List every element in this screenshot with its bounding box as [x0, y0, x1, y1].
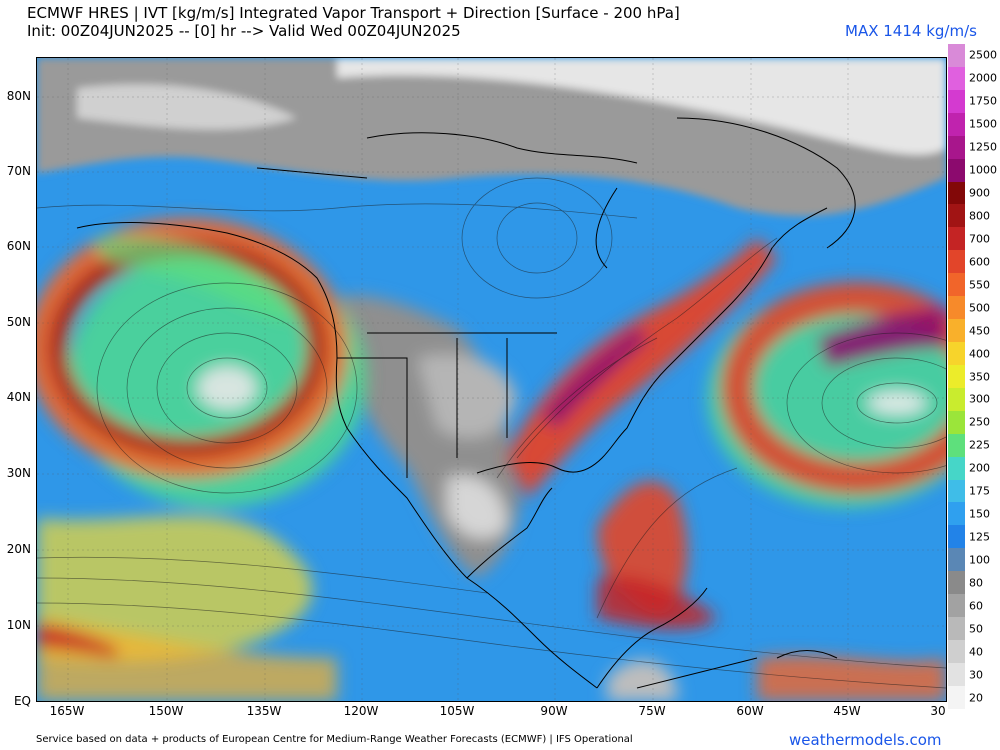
colorbar-label: 125 — [969, 530, 990, 544]
colorbar-segment — [948, 89, 965, 113]
lat-label: 70N — [6, 164, 31, 178]
lat-label: 30N — [6, 466, 31, 480]
lat-lon-grid — [37, 58, 946, 701]
vector-streamlines — [37, 177, 946, 689]
colorbar-segment — [948, 410, 965, 434]
colorbar-label: 400 — [969, 347, 990, 361]
colorbar-label: 80 — [969, 576, 983, 590]
colorbar-label: 30 — [969, 668, 983, 682]
colorbar-segment — [948, 525, 965, 549]
colorbar-label: 350 — [969, 370, 990, 383]
colorbar-label: 2500 — [969, 48, 997, 62]
colorbar-segment — [948, 135, 965, 159]
colorbar-segment — [948, 571, 965, 595]
colorbar-label: 175 — [969, 484, 990, 498]
lat-label: 60N — [6, 239, 31, 253]
moisture-plumes — [37, 218, 946, 701]
colorbar-label: 900 — [969, 186, 990, 200]
max-value-label: MAX 1414 kg/m/s — [845, 22, 977, 40]
colorbar-segment — [948, 44, 965, 67]
lon-label: 150W — [148, 704, 184, 718]
lon-label: 45W — [833, 704, 861, 718]
colorbar-label: 250 — [969, 415, 990, 429]
colorbar-label: 2000 — [969, 71, 997, 85]
colorbar-label: 450 — [969, 324, 990, 338]
colorbar-segment — [948, 227, 965, 251]
colorbar-segment — [948, 502, 965, 526]
colorbar-segment — [948, 296, 965, 320]
lat-label: EQ — [13, 694, 31, 708]
colorbar-segment — [948, 662, 965, 686]
colorbar-segment — [948, 617, 965, 640]
coastlines — [76, 117, 856, 689]
colorbar-segment — [948, 387, 965, 411]
colorbar-segment — [948, 639, 965, 663]
continental-dry-region — [337, 295, 677, 701]
lon-label: 105W — [439, 704, 475, 718]
lat-label: 50N — [6, 315, 31, 329]
colorbar-segment — [948, 364, 965, 388]
ivt-map — [36, 57, 947, 702]
colorbar-label: 150 — [969, 507, 990, 521]
colorbar-segment — [948, 273, 965, 297]
data-credit: Service based on data + products of Euro… — [36, 734, 633, 745]
colorbar-label: 500 — [969, 301, 990, 315]
colorbar-label: 700 — [969, 232, 990, 246]
colorbar-label: 550 — [969, 278, 990, 292]
colorbar-segment — [948, 685, 965, 709]
map-title: ECMWF HRES | IVT [kg/m/s] Integrated Vap… — [27, 4, 680, 22]
colorbar-label: 600 — [969, 255, 990, 269]
colorbar-label: 1750 — [969, 94, 997, 108]
colorbar-segment — [948, 319, 965, 342]
colorbar-segment — [948, 594, 965, 618]
colorbar-label: 40 — [969, 645, 983, 659]
lon-label: 60W — [736, 704, 764, 718]
lon-label: 30 — [930, 704, 946, 718]
colorbar-label: 225 — [969, 438, 990, 452]
colorbar-segment — [948, 112, 965, 136]
colorbar-label: 50 — [969, 622, 983, 636]
ivt-colorbar — [948, 44, 965, 709]
colorbar-segment — [948, 456, 965, 480]
colorbar-label: 60 — [969, 599, 983, 613]
colorbar-label: 20 — [969, 691, 983, 705]
lon-label: 120W — [343, 704, 379, 718]
colorbar-segment — [948, 433, 965, 457]
colorbar-label: 1500 — [969, 117, 997, 131]
lat-label: 10N — [6, 618, 31, 632]
lon-label: 75W — [638, 704, 666, 718]
colorbar-segment — [948, 250, 965, 274]
arctic-dry-region — [37, 58, 946, 217]
lon-label: 90W — [540, 704, 568, 718]
lon-label: 135W — [246, 704, 282, 718]
map-subtitle: Init: 00Z04JUN2025 -- [0] hr --> Valid W… — [27, 22, 461, 40]
site-link[interactable]: weathermodels.com — [789, 731, 942, 749]
colorbar-label: 200 — [969, 461, 990, 475]
colorbar-segment — [948, 181, 965, 205]
colorbar-label: 300 — [969, 392, 990, 406]
colorbar-label: 100 — [969, 553, 990, 567]
lat-label: 20N — [6, 542, 31, 556]
colorbar-segment — [948, 204, 965, 228]
colorbar-label: 1250 — [969, 140, 997, 154]
lat-label: 40N — [6, 390, 31, 404]
colorbar-segment — [948, 548, 965, 572]
colorbar-label: 1000 — [969, 163, 997, 177]
colorbar-segment — [948, 66, 965, 90]
lat-label: 80N — [6, 89, 31, 103]
colorbar-segment — [948, 158, 965, 182]
colorbar-segment — [948, 341, 965, 365]
colorbar-label: 800 — [969, 209, 990, 223]
colorbar-segment — [948, 479, 965, 503]
lon-label: 165W — [49, 704, 85, 718]
